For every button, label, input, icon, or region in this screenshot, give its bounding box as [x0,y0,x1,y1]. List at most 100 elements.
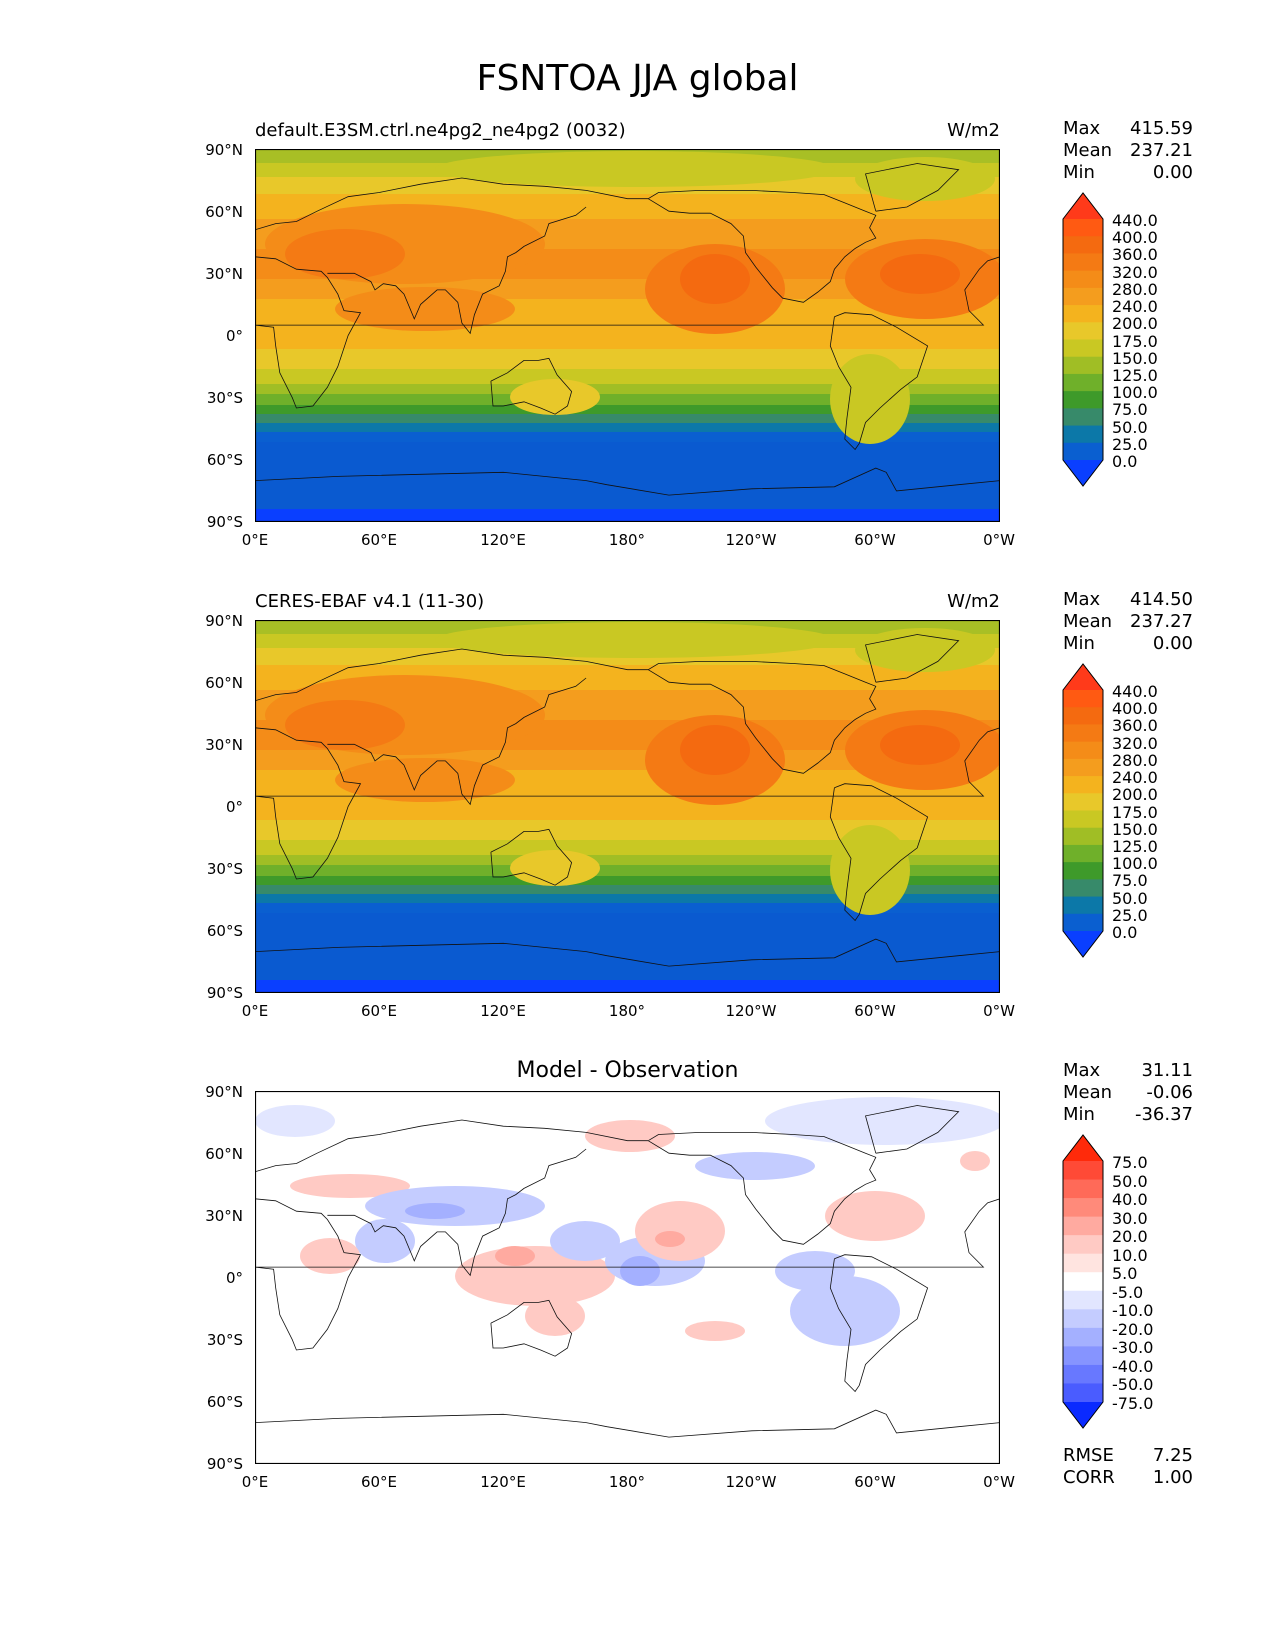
panel-difference: Model - Observation 90°N 60°N 30°N 0° 30… [0,1058,1275,1522]
contour-region [335,287,515,331]
colorbar-swatch [1063,391,1103,409]
x-tick-label: 60°W [854,1002,896,1020]
colorbar-outline [1062,192,1104,487]
colorbar-swatch [1063,442,1103,461]
contour-region [855,628,995,672]
contour-region [765,1097,1000,1145]
contour-region [435,151,835,187]
colorbar-tick-label: 50.0 [1112,888,1148,908]
x-tick-label: 60°E [360,531,398,549]
y-tick-label: 60°S [206,451,243,469]
stat-mean-value: -0.06 [1146,1082,1193,1103]
colorbar-swatch [1063,1235,1103,1255]
colorbar-tick-label: 75.0 [1112,400,1148,420]
y-tick-label: 60°N [205,203,243,221]
colorbar-tick-label: 440.0 [1112,682,1158,701]
y-tick-label: 90°N [205,612,243,630]
colorbar-tick-label: 25.0 [1112,905,1148,925]
colorbar [1062,192,1104,487]
y-tick-label: 90°N [205,141,243,159]
colorbar-swatch [1063,373,1103,392]
contour-region [855,157,995,201]
colorbar-swatch [1063,758,1103,777]
colorbar-swatch [1063,690,1103,708]
colorbar-tick-label: 240.0 [1112,297,1158,317]
x-tick-label: 180° [608,1002,646,1020]
stat-min-value: 0.00 [1152,633,1193,654]
colorbar-tick-label: 100.0 [1112,383,1158,403]
x-tick-label: 180° [608,1473,646,1491]
x-tick-label: 0°W [983,1002,1015,1020]
rmse-value: 7.25 [1152,1445,1193,1466]
colorbar-tick-label: 40.0 [1112,1190,1148,1210]
colorbar-swatch [1063,707,1103,725]
colorbar-tick-label: 5.0 [1112,1264,1138,1284]
coastline [255,1198,1000,1351]
colorbar-swatch [1063,1309,1103,1329]
colorbar-tick-label: 10.0 [1112,1245,1148,1265]
colorbar-swatch [1063,810,1103,829]
contour-region [405,1203,465,1219]
coastline [490,1299,573,1357]
stat-mean-value: 237.27 [1130,611,1193,632]
colorbar-swatch [1063,356,1103,375]
contour-band [255,414,1000,424]
stats-block: Max 415.59 Mean 237.21 Min 0.00 [1063,118,1193,184]
colorbar-tick-label: 25.0 [1112,434,1148,454]
y-tick-label: 30°S [206,860,243,878]
y-tick-label: 0° [225,327,243,345]
colorbar [1062,1134,1104,1429]
colorbar-outline [1062,1134,1104,1429]
contour-region [775,1251,855,1291]
x-tick-label: 0°W [983,1473,1015,1491]
y-tick-label: 60°N [205,674,243,692]
contour-region [880,254,960,294]
stat-min-value: 0.00 [1152,162,1193,183]
contour-region [285,700,405,750]
contour-region [830,354,910,444]
x-tick-label: 60°E [360,1473,398,1491]
contour-region [620,1256,660,1286]
contour-region [680,254,750,304]
stat-max-label: Max [1063,1060,1101,1081]
panel-title-left: CERES-EBAF v4.1 (11-30) [255,591,485,612]
contour-region [880,725,960,765]
contour-band [255,369,1000,385]
y-tick-label: 90°S [206,1455,243,1473]
contour-region [300,1238,360,1274]
colorbar-swatch [1063,1161,1103,1181]
contour-region [285,229,405,279]
contour-region [680,725,750,775]
y-tick-label: 30°S [206,389,243,407]
colorbar-extension-max [1063,193,1103,219]
stat-min-value: -36.37 [1134,1104,1193,1125]
colorbar-tick-label: 125.0 [1112,365,1158,385]
contour-band [255,509,1000,522]
colorbar-swatch [1063,270,1103,289]
coastline [829,1254,929,1393]
coastline [255,938,1000,967]
x-tick-label: 0°E [241,1002,269,1020]
colorbar-tick-label: 20.0 [1112,1227,1148,1247]
contour-region [510,379,600,415]
contour-band [255,980,1000,993]
contour-band [255,798,1000,821]
x-tick-label: 60°W [854,531,896,549]
coastline [255,1409,1000,1438]
colorbar-tick-label: 400.0 [1112,228,1158,248]
coastline [255,1119,649,1173]
panel-units: W/m2 [947,591,1000,612]
colorbar-swatch [1063,844,1103,863]
colorbar-swatch [1063,1290,1103,1310]
contour-band [255,865,1000,877]
contour-region [525,1296,585,1336]
stat-max-label: Max [1063,118,1101,139]
y-tick-label: 60°S [206,1393,243,1411]
panel-title-center: Model - Observation [516,1058,739,1083]
contour-region [585,1120,675,1152]
colorbar-tick-label: 280.0 [1112,750,1158,770]
colorbar-extension-min [1063,1402,1103,1428]
map-model [255,149,1000,522]
colorbar-extension-min [1063,460,1103,486]
x-tick-label: 180° [608,531,646,549]
